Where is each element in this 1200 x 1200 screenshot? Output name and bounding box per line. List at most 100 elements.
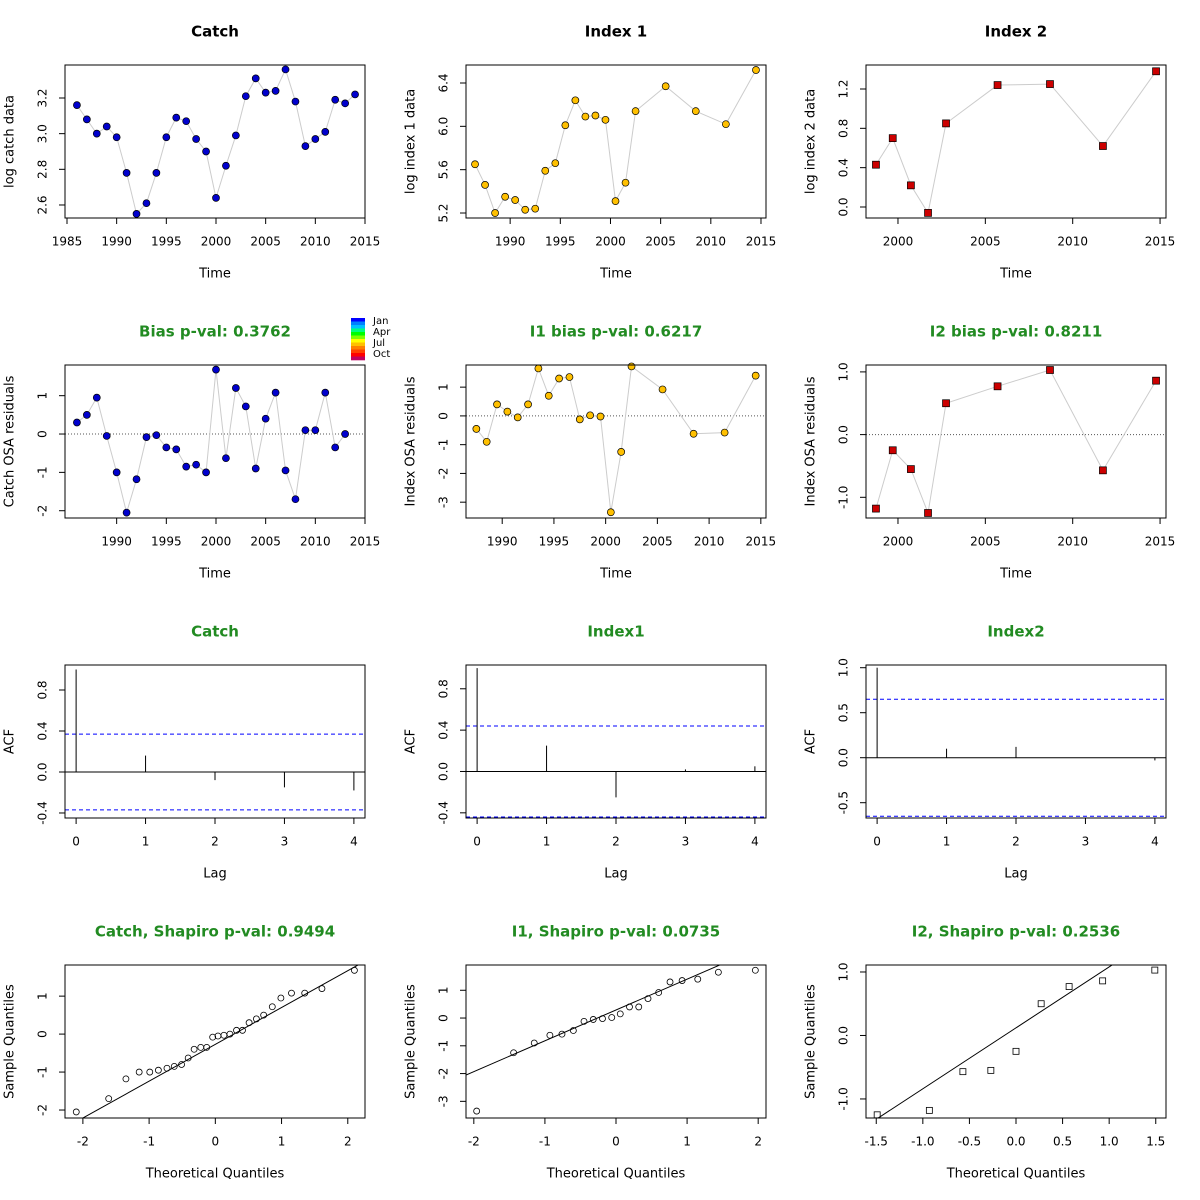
- y-tick-label: 3.2: [36, 88, 50, 107]
- point: [591, 111, 600, 120]
- point: [580, 1017, 588, 1025]
- point: [658, 385, 667, 394]
- x-axis-label: Time: [198, 267, 231, 282]
- y-axis-label: log index 1 data: [404, 89, 419, 194]
- point: [301, 142, 310, 150]
- y-tick-label: 0.0: [36, 762, 50, 781]
- point: [331, 443, 340, 452]
- point: [993, 81, 1002, 89]
- x-tick-label: 2005: [250, 535, 281, 549]
- y-tick-label: 0.8: [837, 119, 851, 138]
- point: [170, 1062, 178, 1070]
- y-tick-label: 1: [437, 986, 451, 994]
- point: [281, 466, 290, 475]
- panel-title: Index 1: [585, 23, 648, 41]
- point: [471, 160, 479, 169]
- point: [1099, 142, 1107, 150]
- point: [142, 433, 151, 441]
- plot-frame: [865, 964, 1167, 1119]
- point: [513, 413, 522, 422]
- qq-line: [877, 965, 1113, 1118]
- point: [83, 115, 91, 124]
- x-axis-label: Theoretical Quantiles: [946, 1167, 1086, 1182]
- y-tick-label: 5.6: [437, 160, 451, 179]
- panel-title: Index2: [987, 623, 1044, 641]
- point: [321, 388, 330, 397]
- y-axis-label: Sample Quantiles: [404, 984, 419, 1099]
- point: [482, 437, 491, 446]
- point: [608, 1014, 616, 1021]
- x-tick-label: 1995: [539, 535, 570, 549]
- point: [261, 88, 270, 97]
- y-tick-label: -3: [437, 496, 451, 508]
- point: [924, 209, 932, 217]
- point: [212, 365, 220, 374]
- y-tick-label: 1: [437, 383, 451, 391]
- panel-title: I1 bias p-val: 0.6217: [530, 323, 703, 341]
- point: [251, 464, 260, 473]
- point: [601, 115, 610, 124]
- x-tick-label: 0: [212, 1135, 220, 1149]
- x-tick-label: 1990: [487, 535, 518, 549]
- colorbar-label: Jan: [372, 316, 388, 327]
- colorbar-swatch: [351, 318, 365, 322]
- point: [192, 135, 200, 143]
- y-tick-label: 0.5: [837, 703, 851, 722]
- point: [473, 1107, 481, 1115]
- point: [575, 415, 584, 424]
- point: [142, 199, 151, 208]
- point: [589, 1016, 597, 1023]
- y-axis-label: log catch data: [3, 95, 18, 188]
- x-tick-label: 2015: [1145, 535, 1176, 549]
- plot-frame: [865, 64, 1167, 219]
- point: [1012, 1047, 1020, 1055]
- x-tick-label: 2010: [300, 235, 331, 249]
- point: [888, 446, 897, 455]
- point: [341, 99, 349, 108]
- colorbar-swatch: [351, 346, 365, 350]
- point: [1046, 80, 1054, 88]
- point: [222, 454, 230, 463]
- y-tick-label: -2: [36, 1104, 50, 1116]
- colorbar-swatch: [351, 335, 365, 340]
- x-tick-label: 1990: [101, 535, 132, 549]
- point: [635, 1003, 643, 1011]
- plot-frame: [465, 964, 767, 1119]
- plot-frame: [64, 964, 366, 1119]
- point: [616, 1010, 624, 1018]
- point: [599, 1015, 606, 1022]
- y-tick-label: -1: [36, 466, 50, 478]
- point: [661, 82, 670, 91]
- point: [122, 169, 131, 177]
- x-tick-label: 0.5: [1053, 1135, 1072, 1149]
- point: [351, 90, 359, 99]
- plot-frame: [64, 664, 366, 819]
- x-tick-label: 3: [1082, 835, 1090, 849]
- x-tick-label: 1: [683, 1135, 691, 1149]
- colorbar-swatch: [351, 328, 365, 333]
- point: [565, 373, 574, 381]
- point: [209, 1033, 217, 1041]
- point: [621, 178, 630, 187]
- y-tick-label: 2.6: [36, 195, 50, 214]
- x-tick-label: 2010: [1057, 535, 1088, 549]
- point: [907, 181, 915, 190]
- point: [751, 371, 760, 380]
- y-axis-label: Sample Quantiles: [3, 984, 18, 1099]
- y-tick-label: 0.0: [837, 197, 851, 216]
- y-tick-label: -1: [36, 1066, 50, 1078]
- plot-frame: [465, 64, 767, 219]
- point: [521, 205, 530, 214]
- x-tick-label: 2: [754, 1135, 762, 1149]
- x-tick-label: 1990: [495, 235, 526, 249]
- y-tick-label: 0.4: [437, 721, 451, 740]
- panel-title: Index1: [587, 623, 644, 641]
- point: [596, 412, 605, 421]
- point: [202, 147, 210, 156]
- point: [546, 1031, 554, 1039]
- point: [872, 160, 880, 169]
- x-tick-label: -0.5: [958, 1135, 981, 1149]
- x-axis-label: Time: [999, 267, 1032, 282]
- point: [301, 426, 310, 435]
- y-tick-label: 0: [437, 412, 451, 420]
